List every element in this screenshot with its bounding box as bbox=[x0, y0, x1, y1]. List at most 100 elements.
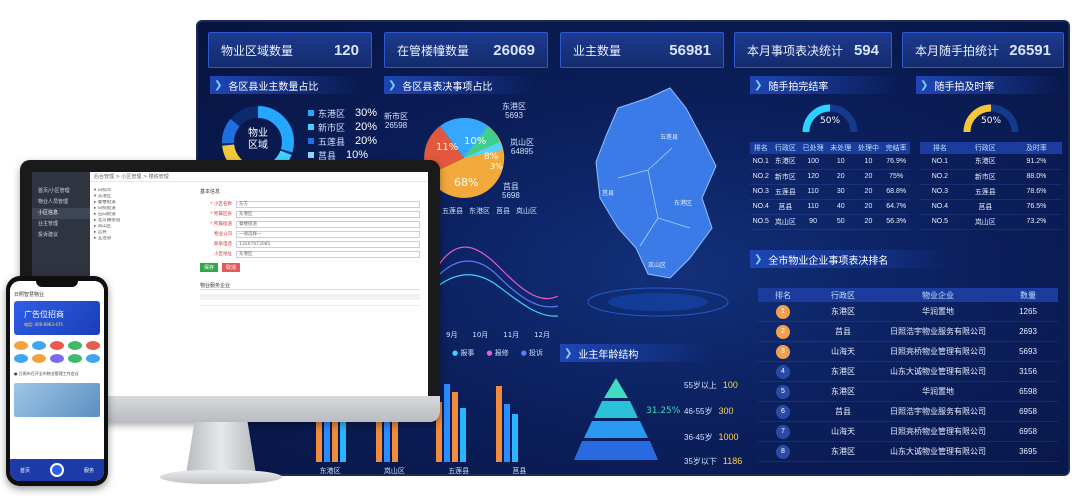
cancel-button[interactable]: 取消 bbox=[222, 263, 241, 272]
admin-breadcrumb: 后台管理 > 小区管理 > 楼栋管理 bbox=[90, 172, 428, 182]
map-shape bbox=[587, 87, 729, 317]
app-icon[interactable] bbox=[14, 354, 28, 363]
completion-panel: 50% 排名 行政区 已处理 未处理 处理中 完结率 NO.1 东港区 100 10 10 76.9… bbox=[750, 96, 910, 246]
form-field[interactable]: 东港区 bbox=[236, 250, 420, 258]
section-title-completion: ❯ 随手拍完结率 bbox=[750, 76, 900, 94]
app-icon[interactable] bbox=[86, 354, 100, 363]
center-action-button[interactable] bbox=[49, 463, 64, 477]
tree-node[interactable]: ▸ 北京路街道 bbox=[94, 218, 121, 223]
table-row: NO.1 东港区 100 10 10 76.9% bbox=[750, 154, 910, 170]
stat-card-regions: 物业区域数量 120 bbox=[208, 32, 372, 68]
pie-slice-label: 3% bbox=[490, 162, 503, 171]
stat-card-buildings: 在管楼幢数量 26069 bbox=[384, 32, 548, 68]
sidebar-item[interactable]: 业主管理 bbox=[38, 221, 59, 227]
gauge-value: 50% bbox=[981, 116, 1002, 126]
save-button[interactable]: 保存 bbox=[200, 263, 219, 272]
table-header bbox=[200, 294, 420, 300]
stat-value: 26591 bbox=[1009, 41, 1051, 59]
chevron-icon: ❯ bbox=[920, 79, 929, 91]
app-icon[interactable] bbox=[32, 354, 46, 363]
form-field[interactable]: 东方 bbox=[236, 200, 420, 208]
stat-label: 业主数量 bbox=[573, 43, 622, 58]
tab-home[interactable]: 首页 bbox=[19, 467, 30, 474]
legend-item: 莒县 10% bbox=[308, 148, 377, 162]
stat-card-owners: 业主数量 56981 bbox=[560, 32, 724, 68]
donut-center-label: 物业 区域 bbox=[248, 128, 268, 151]
sidebar-item[interactable]: 小区信息 bbox=[32, 208, 90, 219]
form-row: * 所属区县 东港区 bbox=[200, 209, 420, 219]
tree-node[interactable]: ▾ 日照市 bbox=[94, 188, 112, 193]
chevron-icon: ❯ bbox=[388, 79, 397, 91]
admin-screen: 首页/小区管理 物业人员管理 小区信息 业主管理 投诉建议 后台管理 > 小区管… bbox=[32, 172, 428, 396]
table-row: NO.2 新市区 120 20 20 75% bbox=[750, 169, 910, 185]
app-icon[interactable] bbox=[68, 354, 82, 363]
table-row: NO.5 岚山区 90 50 20 56.3% bbox=[750, 214, 910, 230]
tree-node[interactable]: ▸ 岚山区 bbox=[94, 224, 112, 229]
trend-legend: ● 报事 ● 报修 ● 投诉 bbox=[452, 349, 544, 357]
tree-node[interactable]: ▾ 东港区 bbox=[94, 194, 112, 199]
app-icon-grid bbox=[10, 337, 104, 367]
form-title: 基本信息 bbox=[200, 189, 221, 195]
age-row: 35岁以下 1186 bbox=[684, 456, 743, 466]
app-icon[interactable] bbox=[86, 341, 100, 350]
sidebar-item[interactable]: 首页/小区管理 bbox=[38, 188, 70, 194]
monitor-base bbox=[160, 470, 282, 484]
stat-value: 56981 bbox=[669, 41, 711, 59]
ad-banner[interactable]: 广告位招商 电话: 400-6963-475 bbox=[14, 301, 100, 335]
table-row: NO.2 新市区 88.0% bbox=[920, 169, 1062, 185]
owner-share-legend: 东港区 30% 新市区 20% 五莲县 20% 莒县 10% bbox=[308, 106, 377, 162]
completion-gauge bbox=[802, 104, 858, 133]
ontime-gauge bbox=[963, 104, 1019, 133]
pie-slice-label: 10% bbox=[464, 136, 487, 147]
sidebar-item[interactable]: 物业人员管理 bbox=[38, 199, 69, 205]
completion-table: 排名 行政区 已处理 未处理 处理中 完结率 NO.1 东港区 100 10 10 76.9% NO… bbox=[750, 142, 910, 230]
form-field[interactable]: 秦楼街道 bbox=[236, 220, 420, 228]
form-field[interactable]: 13507073085 bbox=[236, 240, 420, 248]
stat-card-votes: 本月事项表决统计 594 bbox=[734, 32, 892, 68]
chevron-icon: ❯ bbox=[214, 79, 223, 91]
stat-card-snapshots: 本月随手拍统计 26591 bbox=[902, 32, 1064, 68]
form-field[interactable]: 东港区 bbox=[236, 210, 420, 218]
app-icon[interactable] bbox=[50, 354, 64, 363]
bars bbox=[316, 384, 518, 462]
tree-node[interactable]: ▸ 五莲县 bbox=[94, 236, 112, 241]
ranking-table: 排名 行政区 物业企业 数量 1 东港区 华润置地 1265 2 莒县 日照浩宇物业服务有… bbox=[758, 288, 1058, 474]
table-row: 3 山海天 日照亮桥物业管理有限公司 5693 bbox=[758, 342, 1058, 362]
form-field[interactable]: 一请选择一 bbox=[236, 230, 420, 238]
ontime-panel: 50% 排名 行政区 及时率 NO.1 东港区 91.2% NO.2 新市区 88.0% N… bbox=[920, 96, 1062, 246]
app-icon[interactable] bbox=[14, 341, 28, 350]
phone-screen: 日照智慧物业 广告位招商 电话: 400-6963-475 ● 日照市召开全市物… bbox=[10, 281, 104, 481]
chevron-icon: ❯ bbox=[754, 253, 763, 265]
tree-node[interactable]: ▸ 日照街道 bbox=[94, 206, 116, 211]
tree-node[interactable]: ▸ 石臼街道 bbox=[94, 212, 116, 217]
legend-item: 五莲县 20% bbox=[308, 134, 377, 148]
region-tree: ▾ 日照市 ▾ 东港区 ▸ 秦楼街道 ▸ 日照街道 ▸ 石臼街道 ▸ 北京路街道… bbox=[94, 188, 194, 242]
app-icon[interactable] bbox=[50, 341, 64, 350]
pie-callout: 莒县 5698 bbox=[502, 182, 520, 200]
news-item[interactable]: ● 日照市召开全市物业管理工作会议 bbox=[14, 371, 79, 376]
app-icon[interactable] bbox=[68, 341, 82, 350]
sidebar-item[interactable]: 投诉建议 bbox=[38, 232, 59, 238]
legend-swatch bbox=[308, 124, 314, 130]
form-row: * 小区名称 东方 bbox=[200, 199, 420, 209]
pie-callout: 东港区 5693 bbox=[502, 102, 526, 120]
app-header: 日照智慧物业 bbox=[10, 281, 104, 299]
legend-swatch bbox=[308, 110, 314, 116]
table-row: NO.3 五莲县 78.6% bbox=[920, 184, 1062, 200]
stat-label: 本月事项表决统计 bbox=[747, 43, 844, 58]
tree-node[interactable]: ▸ 莒县 bbox=[94, 230, 107, 235]
legend-item: 新市区 20% bbox=[308, 120, 377, 134]
tab-service[interactable]: 服务 bbox=[83, 467, 94, 474]
gauge-value: 50% bbox=[820, 116, 841, 126]
city-map: 五莲县 莒县 东港区 岚山区 bbox=[578, 78, 738, 328]
table-row: 4 东港区 山东大诚物业管理有限公司 3156 bbox=[758, 362, 1058, 382]
legend-item: 东港区 30% bbox=[308, 106, 377, 120]
map-label: 岚山区 bbox=[648, 262, 667, 269]
table-row: 7 山海天 日照亮桥物业管理有限公司 6958 bbox=[758, 422, 1058, 442]
map-label: 五莲县 bbox=[660, 134, 679, 141]
age-row: 46-55岁 300 bbox=[684, 406, 734, 416]
app-icon[interactable] bbox=[32, 341, 46, 350]
stat-label: 物业区域数量 bbox=[221, 43, 294, 58]
tree-node[interactable]: ▸ 秦楼街道 bbox=[94, 200, 116, 205]
